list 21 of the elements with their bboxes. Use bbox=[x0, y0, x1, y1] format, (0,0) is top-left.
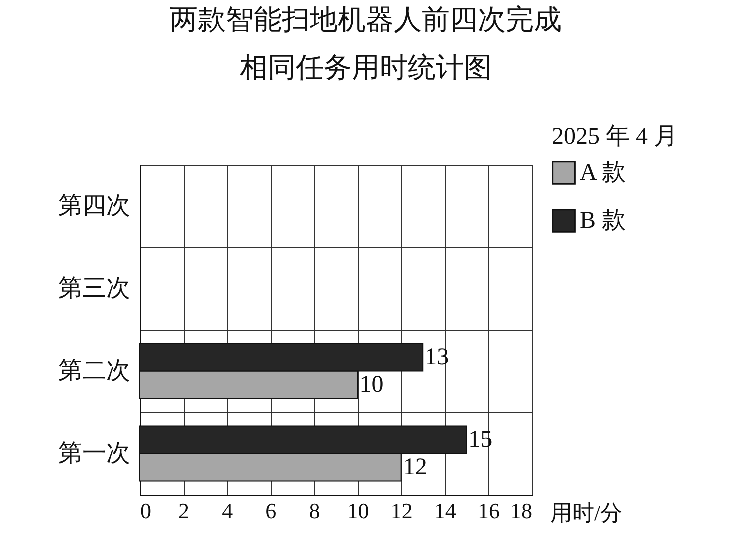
x-tick-label: 6 bbox=[266, 498, 277, 524]
text: 2025 年 4 月 bbox=[552, 124, 678, 150]
y-tick-label: 第二次 bbox=[58, 358, 130, 384]
x-tick-label: 10 bbox=[347, 498, 370, 524]
x-axis-title: 用时/分 bbox=[550, 500, 623, 526]
x-tick-label: 2 bbox=[178, 498, 190, 524]
data-label: 10 bbox=[360, 372, 384, 398]
legend-label: B 款 bbox=[580, 208, 626, 234]
x-tick-label: 4 bbox=[222, 498, 234, 524]
x-tick-label: 0 bbox=[140, 498, 152, 524]
x-tick-label: 18 bbox=[510, 498, 532, 524]
data-label: 12 bbox=[403, 454, 428, 480]
x-tick-label: 16 bbox=[478, 498, 500, 524]
legend-label: A 款 bbox=[580, 160, 626, 186]
y-tick-label: 第四次 bbox=[58, 193, 130, 220]
x-tick-label: 12 bbox=[390, 498, 413, 524]
y-tick-label: 第一次 bbox=[58, 440, 130, 467]
chart-title: 两款智能扫地机器人前四次完成相同任务用时统计图 bbox=[170, 5, 562, 84]
y-tick-label: 第三次 bbox=[58, 276, 130, 302]
x-tick-label: 8 bbox=[309, 498, 320, 524]
x-tick-label: 14 bbox=[434, 498, 456, 524]
